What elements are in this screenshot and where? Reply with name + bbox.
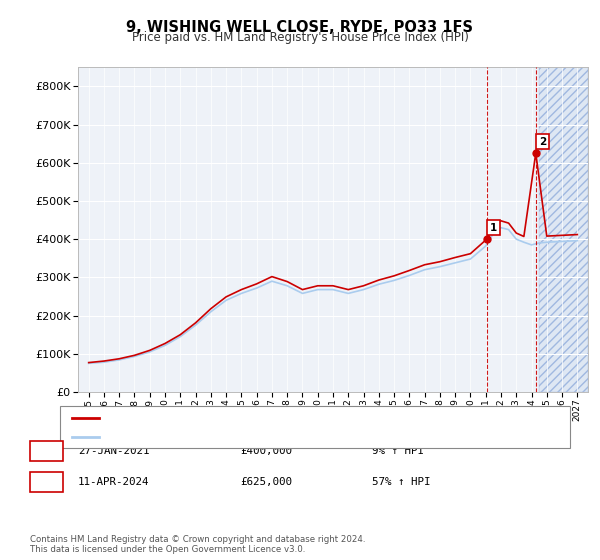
Text: 9, WISHING WELL CLOSE, RYDE, PO33 1FS: 9, WISHING WELL CLOSE, RYDE, PO33 1FS	[127, 20, 473, 35]
Text: 2: 2	[539, 137, 546, 147]
Bar	[539, 67, 588, 392]
Text: £625,000: £625,000	[240, 477, 292, 487]
Text: 27-JAN-2021: 27-JAN-2021	[78, 446, 149, 456]
Text: Contains HM Land Registry data © Crown copyright and database right 2024.
This d: Contains HM Land Registry data © Crown c…	[30, 535, 365, 554]
Text: 1: 1	[490, 223, 497, 233]
Text: 57% ↑ HPI: 57% ↑ HPI	[372, 477, 431, 487]
Text: 9% ↑ HPI: 9% ↑ HPI	[372, 446, 424, 456]
Text: Price paid vs. HM Land Registry's House Price Index (HPI): Price paid vs. HM Land Registry's House …	[131, 31, 469, 44]
Text: 11-APR-2024: 11-APR-2024	[78, 477, 149, 487]
Text: £400,000: £400,000	[240, 446, 292, 456]
Text: HPI: Average price, detached house, Isle of Wight: HPI: Average price, detached house, Isle…	[103, 432, 350, 442]
Text: 9, WISHING WELL CLOSE, RYDE, PO33 1FS (detached house): 9, WISHING WELL CLOSE, RYDE, PO33 1FS (d…	[103, 413, 403, 423]
Bar	[539, 67, 588, 392]
Text: 2: 2	[43, 477, 50, 487]
Text: 1: 1	[43, 446, 50, 456]
